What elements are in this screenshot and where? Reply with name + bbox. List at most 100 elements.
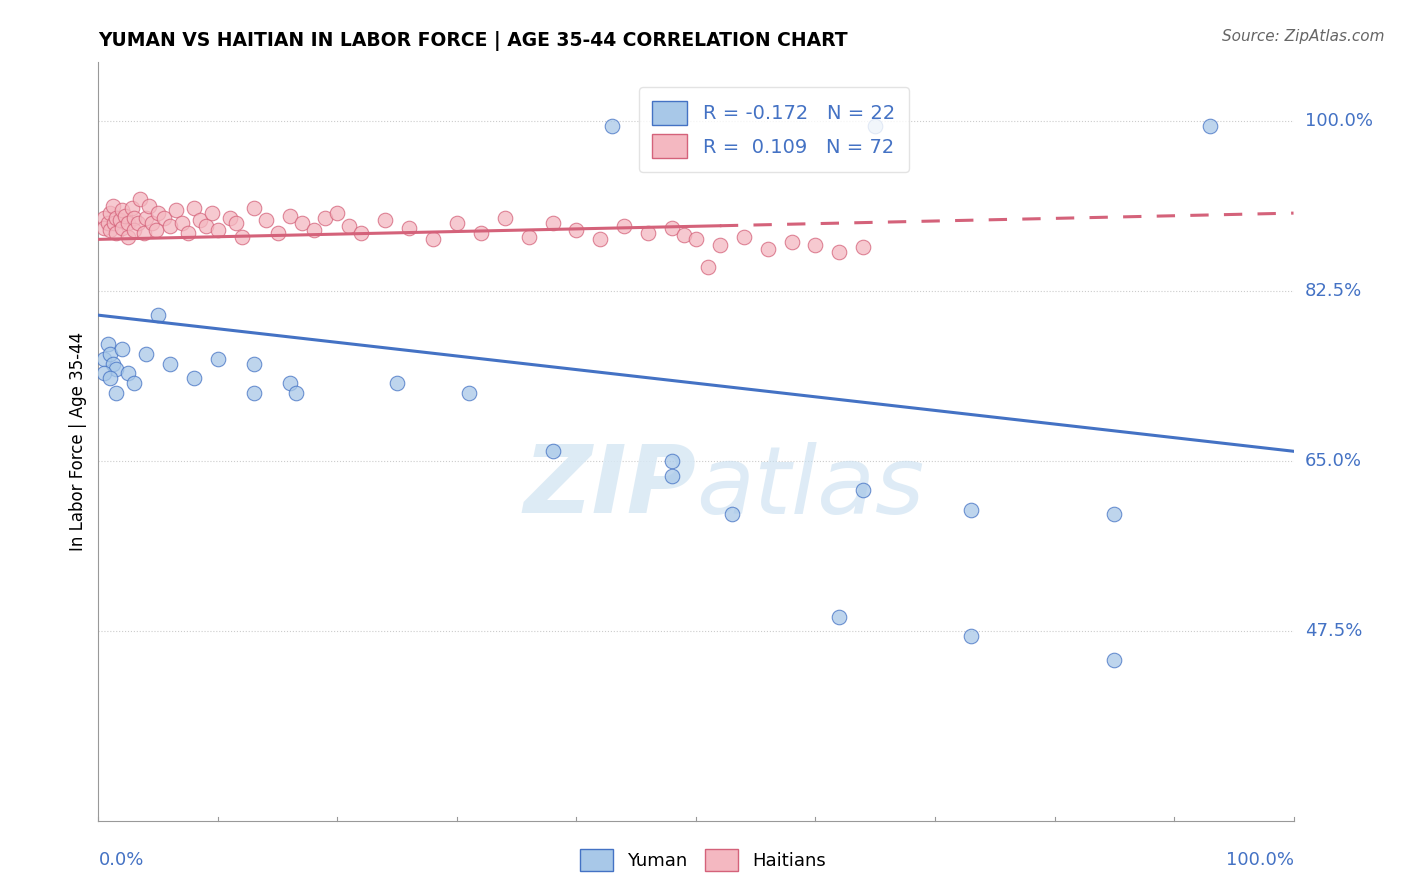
Point bbox=[111, 220, 134, 235]
Point bbox=[960, 629, 983, 643]
Point bbox=[177, 226, 200, 240]
Point bbox=[124, 376, 146, 391]
Text: atlas: atlas bbox=[696, 442, 924, 533]
Point bbox=[661, 220, 683, 235]
Point bbox=[541, 216, 564, 230]
Point bbox=[339, 219, 361, 233]
Point bbox=[565, 222, 588, 236]
Point bbox=[108, 213, 131, 227]
Point bbox=[141, 216, 163, 230]
Point bbox=[153, 211, 176, 225]
Point bbox=[709, 238, 731, 252]
Point bbox=[267, 226, 290, 240]
Point bbox=[114, 209, 136, 223]
Point bbox=[804, 238, 827, 252]
Point bbox=[105, 211, 128, 225]
Legend: R = -0.172   N = 22, R =  0.109   N = 72: R = -0.172 N = 22, R = 0.109 N = 72 bbox=[638, 87, 908, 172]
Point bbox=[613, 219, 636, 233]
Text: Source: ZipAtlas.com: Source: ZipAtlas.com bbox=[1222, 29, 1385, 44]
Point bbox=[105, 386, 128, 401]
Point bbox=[385, 376, 409, 391]
Point bbox=[117, 230, 139, 244]
Text: 100.0%: 100.0% bbox=[1226, 851, 1294, 869]
Legend: Yuman, Haitians: Yuman, Haitians bbox=[572, 842, 834, 879]
Text: ZIP: ZIP bbox=[523, 441, 696, 533]
Point bbox=[315, 211, 337, 225]
Point bbox=[172, 216, 194, 230]
Point bbox=[159, 219, 181, 233]
Point bbox=[97, 216, 120, 230]
Point bbox=[207, 351, 229, 366]
Point bbox=[374, 213, 396, 227]
Point bbox=[865, 119, 887, 133]
Point bbox=[138, 199, 160, 213]
Point bbox=[101, 357, 124, 371]
Point bbox=[124, 211, 146, 225]
Point bbox=[101, 199, 124, 213]
Text: 100.0%: 100.0% bbox=[1305, 112, 1372, 129]
Point bbox=[105, 361, 128, 376]
Point bbox=[195, 219, 218, 233]
Point bbox=[398, 220, 420, 235]
Point bbox=[780, 235, 803, 250]
Point bbox=[165, 203, 187, 218]
Point bbox=[183, 371, 205, 385]
Point bbox=[828, 609, 851, 624]
Point bbox=[225, 216, 247, 230]
Point bbox=[117, 367, 139, 381]
Point bbox=[127, 216, 149, 230]
Point bbox=[219, 211, 242, 225]
Point bbox=[129, 192, 152, 206]
Point bbox=[756, 242, 779, 256]
Point bbox=[828, 245, 851, 260]
Point bbox=[960, 502, 983, 516]
Point bbox=[201, 206, 224, 220]
Point bbox=[673, 228, 696, 243]
Point bbox=[661, 454, 683, 468]
Point bbox=[517, 230, 540, 244]
Point bbox=[1104, 653, 1126, 667]
Point bbox=[852, 240, 875, 254]
Point bbox=[97, 337, 120, 351]
Point bbox=[188, 213, 211, 227]
Point bbox=[291, 216, 314, 230]
Point bbox=[326, 206, 349, 220]
Point bbox=[93, 220, 115, 235]
Point bbox=[541, 444, 564, 458]
Text: 65.0%: 65.0% bbox=[1305, 452, 1361, 470]
Point bbox=[111, 342, 134, 356]
Point bbox=[470, 226, 492, 240]
Point bbox=[159, 357, 181, 371]
Point bbox=[105, 226, 128, 240]
Point bbox=[145, 222, 167, 236]
Point bbox=[135, 347, 157, 361]
Point bbox=[93, 211, 115, 225]
Point bbox=[243, 357, 266, 371]
Point bbox=[697, 260, 720, 274]
Point bbox=[422, 232, 444, 246]
Point bbox=[254, 213, 277, 227]
Point bbox=[602, 119, 624, 133]
Point bbox=[1104, 508, 1126, 522]
Point bbox=[458, 386, 481, 401]
Point bbox=[98, 347, 122, 361]
Point bbox=[117, 216, 139, 230]
Text: 82.5%: 82.5% bbox=[1305, 282, 1362, 300]
Point bbox=[93, 351, 115, 366]
Point bbox=[852, 483, 875, 497]
Text: 0.0%: 0.0% bbox=[98, 851, 143, 869]
Point bbox=[243, 386, 266, 401]
Point bbox=[98, 371, 122, 385]
Point bbox=[98, 206, 122, 220]
Point bbox=[661, 468, 683, 483]
Point bbox=[124, 222, 146, 236]
Point bbox=[207, 222, 229, 236]
Point bbox=[589, 232, 612, 246]
Y-axis label: In Labor Force | Age 35-44: In Labor Force | Age 35-44 bbox=[69, 332, 87, 551]
Point bbox=[350, 226, 373, 240]
Point bbox=[243, 201, 266, 215]
Point bbox=[1199, 119, 1222, 133]
Point bbox=[494, 211, 516, 225]
Point bbox=[284, 386, 307, 401]
Point bbox=[103, 216, 125, 230]
